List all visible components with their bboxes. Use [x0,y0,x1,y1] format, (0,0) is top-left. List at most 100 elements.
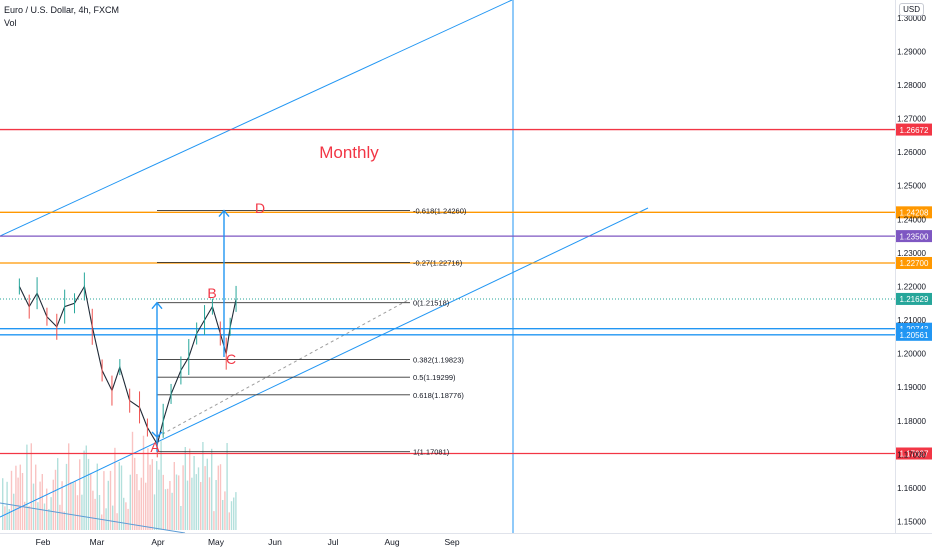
volume-bar [17,478,18,530]
volume-bar [196,474,197,530]
point-b-label: B [207,285,216,301]
volume-bar [224,491,225,530]
volume-bar [149,465,150,530]
point-a-label: A [150,439,160,455]
volume-bar [35,465,36,530]
volume-bar [99,495,100,530]
y-tick-label: 1.15000 [897,518,926,527]
volume-bar [79,459,80,530]
x-tick-label: Aug [384,537,399,547]
volume-bar [2,478,3,530]
volume-bar [114,448,115,530]
volume-bar [97,464,98,530]
volume-bar [68,443,69,530]
volume-bar [123,498,124,530]
price-series [19,272,236,457]
volume-bar [163,475,164,530]
volume-bar [77,495,78,530]
horizontal-levels [0,130,895,454]
volume-bar [169,481,170,530]
y-tick-label: 1.16000 [897,484,926,493]
volume-bar [70,482,71,530]
fib-level-label: 0.382(1.19823) [413,356,464,365]
currency-badge[interactable]: USD [899,3,924,16]
volume-bar [198,467,199,530]
volume-bar [213,511,214,530]
volume-bar [176,475,177,531]
volume-bar [204,466,205,530]
volume-bar [94,499,95,530]
volume-label: Vol [4,17,119,30]
volume-bar [59,505,60,530]
volume-bar [61,481,62,530]
point-c-label: C [226,351,236,367]
fib-level-label: 0(1.21518) [413,299,450,308]
y-tick-label: 1.22000 [897,282,926,291]
y-tick-label: 1.28000 [897,81,926,90]
volume-bar [50,497,51,530]
y-tick-label: 1.24000 [897,215,926,224]
volume-bar [136,474,137,530]
volume-bar [220,464,221,530]
volume-bar [20,465,21,530]
x-tick-label: Feb [36,537,51,547]
fib-level-label: 0.5(1.19299) [413,373,456,382]
volume-bar [13,494,14,530]
price-level-badge-text: 1.22700 [900,259,929,268]
volume-bar [218,466,219,530]
volume-bar [165,489,166,530]
volume-bar [158,470,159,530]
volume-bar [55,470,56,530]
volume-bar [130,475,131,530]
volume-bar [145,483,146,530]
volume-bar [226,443,227,530]
volume-bar [229,512,230,530]
volume-bar [138,490,139,530]
volume-bar [193,456,194,530]
symbol-title: Euro / U.S. Dollar, 4h, FXCM [4,4,119,17]
volume-bar [121,466,122,531]
price-level-badge-text: 1.20561 [900,331,929,340]
volume-bar [24,502,25,530]
volume-bar [90,473,91,530]
volume-bar [22,473,23,530]
price-level-badge-text: 1.23500 [900,232,929,241]
y-tick-label: 1.29000 [897,47,926,56]
monthly-label: Monthly [319,143,379,162]
volume-bar [88,459,89,530]
volume-bar [189,449,190,530]
volume-bar [132,432,133,530]
x-tick-label: Jun [268,537,282,547]
volume-bar [125,502,126,530]
volume-bar [200,482,201,530]
volume-bar [31,443,32,530]
volume-bar [92,491,93,530]
volume-bar [154,494,155,530]
volume-bar [33,484,34,530]
volume-bar [222,500,223,530]
volume-bar [207,459,208,530]
volume-bar [15,466,16,530]
fib-level-label: -0.618(1.24260) [413,207,467,216]
volume-bar [143,436,144,530]
fib-level-label: -0.27(1.22716) [413,258,463,267]
volume-bar [83,451,84,530]
y-tick-label: 1.18000 [897,417,926,426]
volume-bar [101,515,102,531]
volume-bar [215,480,216,530]
fib-level-label: 1(1.17081) [413,448,450,457]
price-level-badge-text: 1.26672 [900,126,929,135]
volume-bar [119,462,120,530]
y-tick-label: 1.27000 [897,115,926,124]
volume-bar [48,509,49,530]
volume-bar [66,464,67,530]
volume-bar [134,458,135,530]
volume-bar [235,492,236,530]
fib-level-label: 0.618(1.18776) [413,391,464,400]
volume-bar [28,506,29,530]
volume-bar [209,477,210,530]
x-tick-label: Mar [90,537,105,547]
price-axis: 1.266721.242081.235001.227001.216291.207… [896,0,932,533]
volume-bar [180,506,181,530]
